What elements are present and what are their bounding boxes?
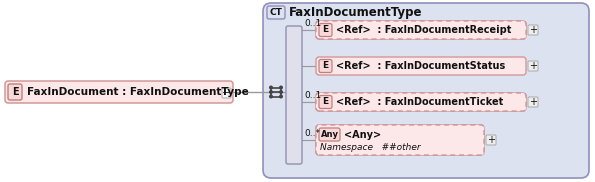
FancyBboxPatch shape [316,21,526,39]
FancyBboxPatch shape [486,135,496,145]
Text: E: E [322,62,328,70]
Circle shape [280,95,282,98]
Circle shape [280,86,282,89]
Text: 0..*: 0..* [304,130,320,139]
FancyBboxPatch shape [222,88,231,98]
Text: E: E [322,25,328,35]
FancyBboxPatch shape [316,57,526,75]
Text: <Ref>  : FaxInDocumentReceipt: <Ref> : FaxInDocumentReceipt [336,25,511,35]
Text: <Any>: <Any> [344,130,381,139]
FancyBboxPatch shape [286,26,302,164]
Text: +: + [529,25,537,35]
Text: 0..1: 0..1 [304,19,321,29]
FancyBboxPatch shape [316,125,484,155]
FancyBboxPatch shape [319,60,332,72]
Text: +: + [529,61,537,71]
Text: FaxInDocument : FaxInDocumentType: FaxInDocument : FaxInDocumentType [27,87,249,97]
Circle shape [270,91,273,93]
Text: +: + [487,135,495,145]
FancyBboxPatch shape [319,23,332,37]
FancyBboxPatch shape [528,61,538,71]
FancyBboxPatch shape [316,21,526,39]
FancyBboxPatch shape [8,84,22,100]
Text: <Ref>  : FaxInDocumentStatus: <Ref> : FaxInDocumentStatus [336,61,505,71]
Circle shape [280,91,282,93]
Circle shape [270,95,273,98]
Text: −: − [223,88,231,98]
FancyBboxPatch shape [267,6,285,19]
FancyBboxPatch shape [5,81,233,103]
Text: CT: CT [270,8,283,17]
FancyBboxPatch shape [316,93,526,111]
Text: +: + [529,97,537,107]
FancyBboxPatch shape [263,3,589,178]
FancyBboxPatch shape [528,97,538,107]
Text: FaxInDocumentType: FaxInDocumentType [289,6,422,19]
Text: E: E [322,98,328,106]
FancyBboxPatch shape [319,96,332,108]
FancyBboxPatch shape [316,93,526,111]
Text: E: E [12,87,18,97]
Text: 0..1: 0..1 [304,92,321,100]
FancyBboxPatch shape [319,128,340,141]
Circle shape [270,86,273,89]
Text: <Ref>  : FaxInDocumentTicket: <Ref> : FaxInDocumentTicket [336,97,503,107]
FancyBboxPatch shape [528,25,538,35]
Text: Namespace   ##other: Namespace ##other [320,143,421,153]
Text: Any: Any [321,130,339,139]
FancyBboxPatch shape [316,125,484,155]
